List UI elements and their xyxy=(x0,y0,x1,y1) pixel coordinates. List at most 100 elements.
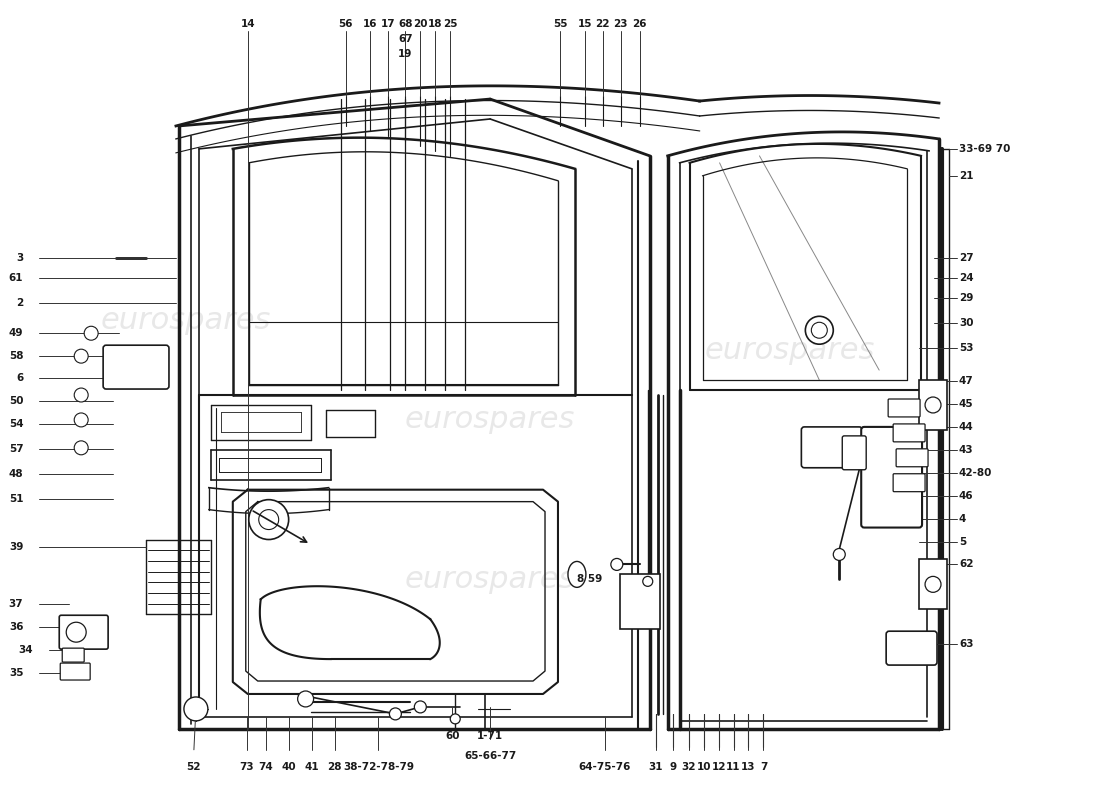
Circle shape xyxy=(834,549,845,561)
Text: 20: 20 xyxy=(414,19,428,30)
Text: eurospares: eurospares xyxy=(405,565,575,594)
Text: 62: 62 xyxy=(959,559,974,570)
Text: 68: 68 xyxy=(398,19,412,30)
FancyBboxPatch shape xyxy=(843,436,866,470)
Text: 51: 51 xyxy=(9,494,23,504)
Text: 4: 4 xyxy=(959,514,966,523)
Text: 55: 55 xyxy=(552,19,568,30)
Text: 67: 67 xyxy=(398,34,412,44)
Text: 42-80: 42-80 xyxy=(959,468,992,478)
Text: 2: 2 xyxy=(16,298,23,308)
Text: 21: 21 xyxy=(959,170,974,181)
Text: 12: 12 xyxy=(712,762,726,772)
Text: 65-66-77: 65-66-77 xyxy=(464,750,516,761)
FancyBboxPatch shape xyxy=(59,615,108,649)
Text: 14: 14 xyxy=(241,19,255,30)
Text: 56: 56 xyxy=(339,19,353,30)
Text: 22: 22 xyxy=(595,19,610,30)
Text: 52: 52 xyxy=(187,762,201,772)
FancyBboxPatch shape xyxy=(887,631,937,665)
Circle shape xyxy=(85,326,98,340)
Text: 39: 39 xyxy=(9,542,23,553)
Circle shape xyxy=(258,510,278,530)
Text: 47: 47 xyxy=(959,376,974,386)
FancyBboxPatch shape xyxy=(893,424,925,442)
FancyBboxPatch shape xyxy=(920,559,947,610)
Text: 44: 44 xyxy=(959,422,974,432)
Text: 15: 15 xyxy=(578,19,592,30)
Text: 49: 49 xyxy=(9,328,23,338)
Text: 31: 31 xyxy=(649,762,663,772)
Circle shape xyxy=(925,397,940,413)
Text: 5: 5 xyxy=(959,537,966,546)
FancyBboxPatch shape xyxy=(619,574,660,630)
Circle shape xyxy=(74,413,88,427)
Text: 45: 45 xyxy=(959,399,974,409)
Circle shape xyxy=(610,558,623,570)
Text: 48: 48 xyxy=(9,469,23,478)
Circle shape xyxy=(805,316,834,344)
Circle shape xyxy=(66,622,86,642)
Ellipse shape xyxy=(568,562,586,587)
Text: eurospares: eurospares xyxy=(704,336,874,365)
Text: 38-72-78-79: 38-72-78-79 xyxy=(343,762,414,772)
Circle shape xyxy=(74,349,88,363)
FancyBboxPatch shape xyxy=(920,380,947,430)
Text: 54: 54 xyxy=(9,419,23,429)
Text: 16: 16 xyxy=(363,19,377,30)
Text: 13: 13 xyxy=(741,762,756,772)
FancyBboxPatch shape xyxy=(893,474,925,492)
Circle shape xyxy=(415,701,427,713)
Text: 6: 6 xyxy=(16,373,23,383)
Text: 32: 32 xyxy=(681,762,696,772)
FancyBboxPatch shape xyxy=(60,663,90,680)
Text: 29: 29 xyxy=(959,294,974,303)
Text: eurospares: eurospares xyxy=(405,406,575,434)
FancyBboxPatch shape xyxy=(802,427,862,468)
Circle shape xyxy=(298,691,314,707)
Text: 26: 26 xyxy=(632,19,647,30)
Text: 40: 40 xyxy=(282,762,296,772)
Text: 30: 30 xyxy=(959,318,974,328)
Text: 28: 28 xyxy=(328,762,342,772)
Text: 11: 11 xyxy=(726,762,740,772)
FancyBboxPatch shape xyxy=(63,648,85,662)
Text: 1-71: 1-71 xyxy=(477,731,503,741)
Text: 27: 27 xyxy=(959,254,974,263)
Text: 23: 23 xyxy=(614,19,628,30)
Text: 50: 50 xyxy=(9,396,23,406)
Circle shape xyxy=(450,714,460,724)
Circle shape xyxy=(74,441,88,455)
Text: 17: 17 xyxy=(381,19,396,30)
Text: 73: 73 xyxy=(240,762,254,772)
Circle shape xyxy=(925,576,940,592)
Text: 24: 24 xyxy=(959,274,974,283)
Text: 61: 61 xyxy=(9,274,23,283)
Text: 64-75-76: 64-75-76 xyxy=(579,762,631,772)
Circle shape xyxy=(389,708,402,720)
Text: 74: 74 xyxy=(258,762,273,772)
Text: 60: 60 xyxy=(446,731,460,741)
Text: eurospares: eurospares xyxy=(101,306,271,334)
Circle shape xyxy=(184,697,208,721)
Text: 58: 58 xyxy=(9,351,23,361)
FancyBboxPatch shape xyxy=(861,427,922,527)
Text: 9: 9 xyxy=(669,762,676,772)
Circle shape xyxy=(249,500,288,539)
Text: 36: 36 xyxy=(9,622,23,632)
Text: 57: 57 xyxy=(9,444,23,454)
Text: 34: 34 xyxy=(19,645,33,655)
Text: 10: 10 xyxy=(696,762,711,772)
Text: 46: 46 xyxy=(959,490,974,501)
Text: 7: 7 xyxy=(760,762,767,772)
Circle shape xyxy=(74,388,88,402)
Circle shape xyxy=(812,322,827,338)
Text: 25: 25 xyxy=(443,19,458,30)
Text: 43: 43 xyxy=(959,445,974,455)
Text: 19: 19 xyxy=(398,50,412,59)
Text: 8 59: 8 59 xyxy=(578,574,603,584)
FancyBboxPatch shape xyxy=(896,449,928,466)
FancyBboxPatch shape xyxy=(888,399,920,417)
Circle shape xyxy=(642,576,652,586)
Text: 63: 63 xyxy=(959,639,974,649)
